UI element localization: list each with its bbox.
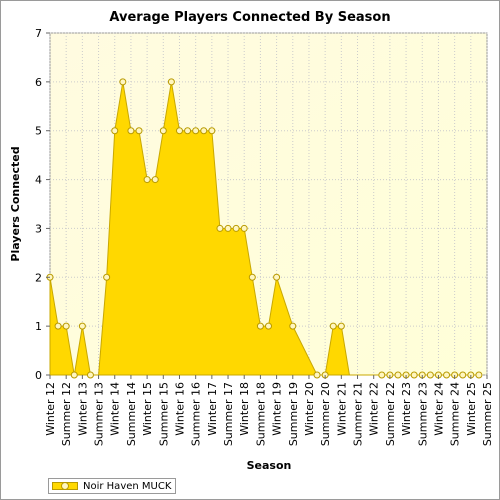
data-point — [184, 127, 192, 135]
x-tick-label: Summer 22 — [384, 382, 397, 446]
data-point — [410, 371, 418, 379]
data-point — [86, 371, 94, 379]
data-point — [208, 127, 216, 135]
x-tick-label: Winter 22 — [368, 382, 381, 436]
data-point — [265, 322, 272, 330]
marker-layer — [46, 78, 483, 379]
x-tick-label: Winter 25 — [465, 382, 478, 436]
x-tick-label: Summer 24 — [449, 382, 462, 446]
x-tick-label: Winter 18 — [238, 382, 251, 436]
data-point — [175, 127, 183, 135]
data-point — [135, 127, 143, 135]
data-point — [289, 322, 297, 330]
data-point — [62, 322, 70, 330]
data-point — [459, 371, 467, 379]
y-tick-label: 0 — [35, 369, 42, 382]
data-point — [232, 224, 240, 232]
data-point — [394, 371, 402, 379]
x-tick-label: Summer 25 — [481, 382, 494, 446]
data-point — [256, 322, 264, 330]
legend-label: Noir Haven MUCK — [83, 480, 172, 492]
x-tick-label: Winter 20 — [303, 382, 316, 436]
x-tick-label: Summer 21 — [352, 382, 365, 446]
data-point — [151, 176, 159, 184]
data-point — [313, 371, 321, 379]
x-tick-label: Winter 19 — [271, 382, 284, 436]
x-tick-label: Winter 17 — [206, 382, 219, 436]
y-tick-label: 2 — [35, 271, 42, 284]
y-axis-title: Players Connected — [9, 146, 22, 261]
y-tick-label: 6 — [35, 76, 42, 89]
data-point — [224, 224, 232, 232]
data-point — [70, 371, 78, 379]
x-axis-title: Season — [247, 459, 292, 472]
x-tick-label: Winter 21 — [335, 382, 348, 436]
data-point — [127, 127, 135, 135]
data-point — [273, 273, 281, 281]
data-point — [103, 273, 111, 281]
data-point — [216, 224, 224, 232]
data-point — [240, 224, 248, 232]
y-axis-ticks: 0 1 2 3 4 5 6 7 — [35, 27, 50, 382]
data-point — [143, 176, 151, 184]
x-tick-label: Summer 15 — [157, 382, 170, 446]
x-axis-ticks: Winter 12 Summer 12 Winter 13 Summer 13 Wint… — [44, 375, 494, 446]
chart-title: Average Players Connected By Season — [109, 10, 390, 25]
x-tick-label: Summer 13 — [93, 382, 106, 446]
x-tick-label: Summer 18 — [254, 382, 267, 446]
x-tick-label: Summer 14 — [125, 382, 138, 446]
x-tick-label: Summer 12 — [60, 382, 73, 446]
data-point — [426, 371, 434, 379]
x-tick-label: Summer 16 — [190, 382, 203, 446]
data-point — [192, 127, 200, 135]
x-tick-label: Summer 20 — [319, 382, 332, 446]
x-tick-label: Winter 16 — [173, 382, 186, 436]
x-tick-label: Winter 23 — [400, 382, 413, 436]
x-tick-label: Winter 12 — [44, 382, 57, 436]
data-point — [111, 127, 119, 135]
data-point — [329, 322, 337, 330]
x-tick-label: Winter 24 — [432, 382, 445, 436]
legend: Noir Haven MUCK — [48, 478, 176, 494]
x-tick-label: Summer 17 — [222, 382, 235, 446]
data-point — [475, 371, 483, 379]
data-point — [78, 322, 86, 330]
x-tick-label: Winter 15 — [141, 382, 154, 436]
x-tick-label: Winter 14 — [109, 382, 122, 436]
y-tick-label: 1 — [35, 320, 42, 333]
data-point — [378, 371, 386, 379]
y-tick-label: 5 — [35, 125, 42, 138]
data-point — [337, 322, 345, 330]
data-point — [200, 127, 208, 135]
y-tick-label: 3 — [35, 222, 42, 235]
legend-swatch — [52, 479, 78, 493]
x-tick-label: Summer 19 — [287, 382, 300, 446]
data-point — [119, 78, 127, 86]
data-point — [167, 78, 175, 86]
data-point — [159, 127, 167, 135]
data-point — [248, 273, 256, 281]
y-tick-label: 7 — [35, 27, 42, 40]
data-point — [443, 371, 451, 379]
x-tick-label: Summer 23 — [416, 382, 429, 446]
y-tick-label: 4 — [35, 174, 42, 187]
data-point — [54, 322, 62, 330]
x-tick-label: Winter 13 — [76, 382, 89, 436]
